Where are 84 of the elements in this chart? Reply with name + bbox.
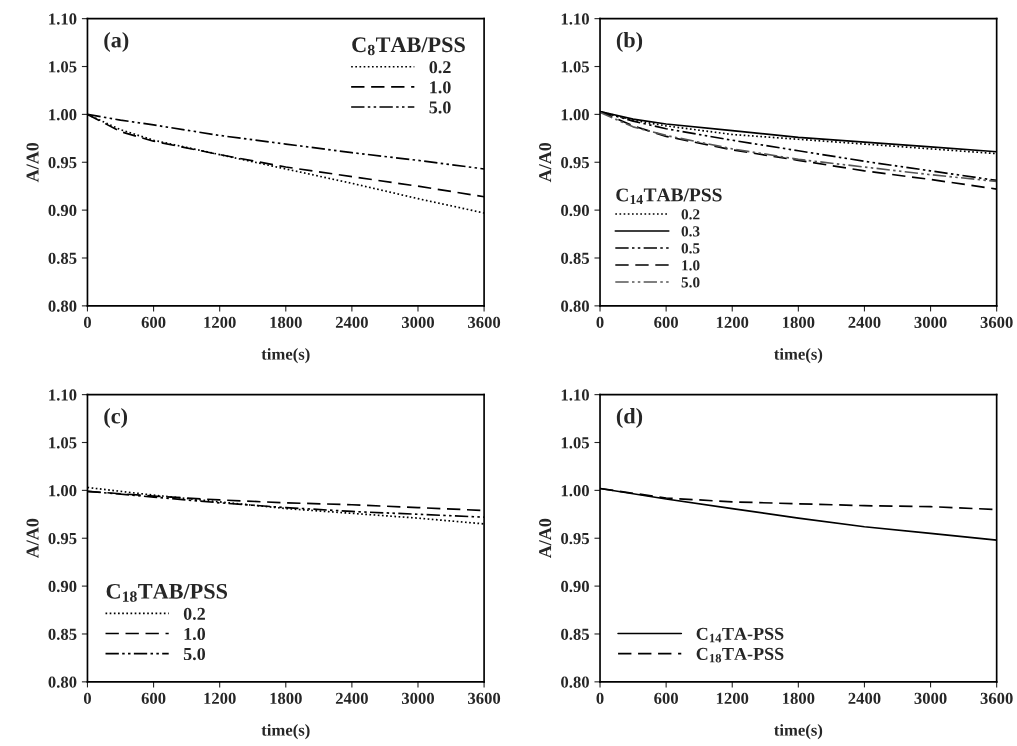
y-tick-label: 1.00 (49, 109, 77, 121)
legend-title: C$_{18}$TAB/PSS (106, 583, 228, 602)
x-tick-label: 3000 (401, 316, 435, 329)
y-tick-label: 0.90 (561, 204, 589, 217)
legend-label: 1.0 (184, 627, 206, 641)
y-axis-title: A/A0 (539, 142, 552, 183)
legend-label: 5.0 (183, 647, 206, 661)
legend-label: 0.2 (183, 607, 205, 621)
legend-title: C$_{14}$TAB/PSS (616, 188, 722, 204)
annotation: (b) (616, 31, 643, 53)
x-tick-label: 3600 (468, 316, 501, 329)
legend-label: 5.0 (429, 101, 451, 114)
y-tick-label: 1.00 (561, 109, 589, 121)
y-axis-title: A/A0 (26, 518, 39, 559)
x-tick-label: 0 (83, 316, 91, 329)
x-tick-label: 0 (83, 692, 91, 704)
y-tick-label: 0.95 (48, 532, 77, 545)
x-axis-title: time(s) (774, 724, 823, 740)
x-tick-label: 2400 (335, 692, 368, 704)
y-tick-label: 0.90 (48, 580, 77, 593)
y-tick-label: 1.00 (561, 485, 589, 497)
y-tick-label: 0.95 (561, 532, 589, 545)
x-tick-label: 2400 (848, 692, 881, 704)
x-tick-label: 1800 (270, 692, 302, 704)
x-tick-label: 3000 (914, 692, 947, 704)
y-tick-label: 0.80 (48, 300, 77, 312)
y-axis-title: A/A0 (26, 142, 39, 183)
x-tick-label: 0 (596, 692, 604, 704)
x-axis-title: time(s) (774, 348, 823, 364)
y-tick-label: 0.85 (561, 628, 589, 640)
y-tick-label: 0.80 (48, 676, 77, 688)
legend-label: C$_{18}$TA-PSS (696, 647, 784, 663)
x-tick-label: 3600 (980, 316, 1013, 329)
legend-label: 0.2 (681, 209, 700, 220)
legend-label: C$_{14}$TA-PSS (696, 627, 784, 643)
x-axis-title: time(s) (261, 724, 310, 740)
y-tick-label: 0.95 (561, 156, 589, 169)
legend-label: 0.2 (429, 61, 451, 74)
legend-label: 1.0 (682, 260, 700, 271)
x-tick-label: 600 (141, 316, 166, 329)
y-tick-label: 1.10 (49, 389, 77, 401)
legend-label: 1.0 (430, 81, 451, 94)
y-tick-label: 0.80 (561, 676, 589, 688)
y-tick-label: 0.85 (48, 252, 77, 265)
x-tick-label: 600 (654, 692, 678, 704)
y-tick-label: 1.05 (49, 437, 77, 449)
x-tick-label: 3000 (914, 316, 947, 329)
x-tick-label: 3600 (980, 692, 1013, 704)
annotation: (c) (104, 407, 128, 429)
x-tick-label: 2400 (335, 316, 368, 329)
x-tick-label: 1800 (783, 316, 815, 329)
y-tick-label: 1.05 (561, 437, 589, 449)
x-tick-label: 0 (596, 316, 604, 329)
y-tick-label: 1.10 (561, 13, 589, 25)
x-tick-label: 1200 (716, 316, 749, 329)
x-tick-label: 1200 (716, 692, 749, 704)
annotation: (d) (616, 407, 643, 429)
x-tick-label: 1800 (783, 692, 815, 704)
y-tick-label: 0.85 (561, 252, 589, 265)
legend-title: C$_{8}$TAB/PSS (352, 37, 465, 56)
y-tick-label: 0.95 (48, 156, 77, 169)
legend-label: 0.3 (681, 226, 700, 237)
x-tick-label: 3600 (468, 692, 501, 704)
y-tick-label: 1.00 (49, 485, 77, 497)
y-tick-label: 1.05 (49, 61, 77, 73)
x-tick-label: 1200 (204, 316, 236, 329)
y-tick-label: 0.90 (48, 204, 77, 217)
x-tick-label: 3000 (401, 692, 435, 704)
x-axis-title: time(s) (261, 348, 310, 364)
y-tick-label: 0.85 (48, 628, 77, 640)
annotation: (a) (104, 31, 129, 53)
x-tick-label: 600 (654, 316, 678, 329)
x-tick-label: 1800 (270, 316, 302, 329)
legend-label: 5.0 (681, 277, 700, 288)
y-tick-label: 0.90 (561, 580, 589, 593)
x-tick-label: 2400 (848, 316, 881, 329)
x-tick-label: 1200 (204, 692, 236, 704)
y-tick-label: 1.10 (49, 13, 77, 25)
legend-label: 0.5 (681, 243, 700, 254)
y-tick-label: 0.80 (561, 300, 589, 312)
y-tick-label: 1.10 (561, 389, 589, 401)
y-axis-title: A/A0 (539, 518, 552, 559)
x-tick-label: 600 (141, 692, 166, 704)
y-tick-label: 1.05 (561, 61, 589, 73)
